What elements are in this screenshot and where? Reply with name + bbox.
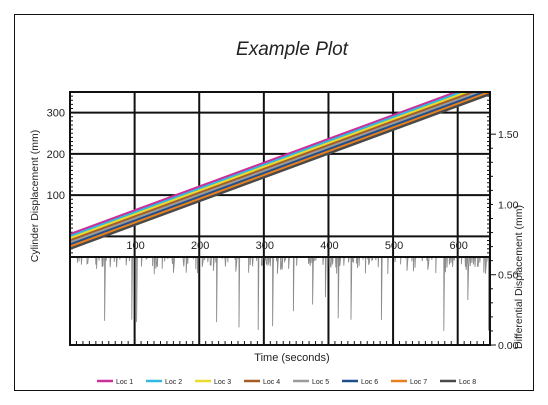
y-right-tick-label: 0.00 bbox=[498, 340, 519, 352]
series-line-loc-4 bbox=[70, 92, 477, 242]
legend-label: Loc 6 bbox=[361, 379, 378, 386]
series-line-loc-8 bbox=[70, 92, 490, 250]
legend-label: Loc 8 bbox=[459, 379, 476, 386]
top-panel: 100 200 300 100 200 300 400 500 600 bbox=[47, 91, 491, 345]
x-tick-label: 300 bbox=[256, 240, 274, 252]
series-line-loc-2 bbox=[70, 92, 466, 238]
legend-label: Loc 1 bbox=[116, 379, 133, 386]
bottom-plot-frame bbox=[69, 256, 491, 346]
legend-label: Loc 3 bbox=[214, 379, 231, 386]
series-line-loc-5 bbox=[70, 92, 483, 244]
y-left-tick-label: 100 bbox=[47, 190, 65, 202]
series-lines bbox=[70, 92, 490, 250]
y-axis-left-label: Cylinder Displacement (mm) bbox=[29, 130, 41, 262]
x-tick-label: 100 bbox=[126, 240, 144, 252]
y-right-tick-label: 1.00 bbox=[498, 199, 519, 211]
x-tick-label: 600 bbox=[450, 240, 468, 252]
chart-svg: Example Plot 100 200 300 100 200 300 400 500 600… bbox=[29, 39, 525, 386]
y-axis-right-label: Differential Displacement (mm) bbox=[513, 205, 525, 349]
y-left-tick-label: 200 bbox=[47, 149, 65, 161]
legend-label: Loc 2 bbox=[165, 379, 182, 386]
y-left-tick-label: 300 bbox=[47, 108, 65, 120]
x-axis-label: Time (seconds) bbox=[254, 352, 329, 364]
y-right-tick-label: 0.50 bbox=[498, 270, 519, 282]
bottom-panel: 0.00 0.50 1.00 1.50 bbox=[69, 129, 519, 352]
y-right-tick-label: 1.50 bbox=[498, 129, 519, 141]
series-line-loc-7 bbox=[70, 92, 490, 248]
x-tick-label: 500 bbox=[385, 240, 403, 252]
series-line-loc-1 bbox=[70, 92, 460, 236]
series-line-loc-3 bbox=[70, 92, 472, 240]
legend-label: Loc 7 bbox=[410, 379, 427, 386]
legend-label: Loc 4 bbox=[263, 379, 280, 386]
chart-title: Example Plot bbox=[236, 39, 349, 60]
x-tick-label: 400 bbox=[320, 240, 338, 252]
series-line-loc-6 bbox=[70, 92, 488, 246]
x-tick-label: 200 bbox=[191, 240, 209, 252]
legend-label: Loc 5 bbox=[312, 379, 329, 386]
legend: Loc 1 Loc 2 Loc 3 Loc 4 Loc 5 Loc 6 Loc 7 Loc 8 bbox=[97, 379, 476, 386]
chart-panel: Example Plot 100 200 300 100 200 300 400 500 600… bbox=[14, 14, 534, 391]
